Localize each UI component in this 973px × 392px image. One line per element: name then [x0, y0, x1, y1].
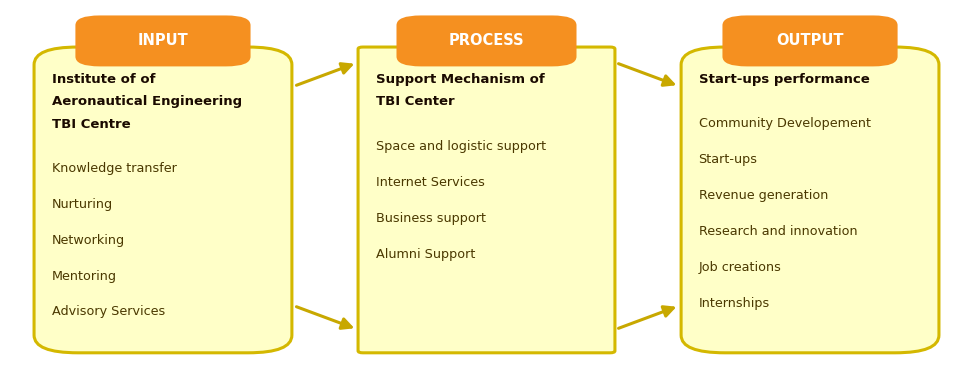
Text: Research and innovation: Research and innovation: [699, 225, 857, 238]
Text: Aeronautical Engineering: Aeronautical Engineering: [52, 95, 241, 108]
Text: TBI Centre: TBI Centre: [52, 118, 130, 131]
Text: Alumni Support: Alumni Support: [376, 248, 475, 261]
Text: OUTPUT: OUTPUT: [776, 33, 844, 49]
Text: Support Mechanism of: Support Mechanism of: [376, 73, 544, 85]
Text: INPUT: INPUT: [137, 33, 189, 49]
Text: Start-ups: Start-ups: [699, 153, 758, 166]
Text: Knowledge transfer: Knowledge transfer: [52, 162, 176, 175]
Text: Job creations: Job creations: [699, 261, 781, 274]
Text: Community Developement: Community Developement: [699, 117, 871, 130]
Text: Advisory Services: Advisory Services: [52, 305, 164, 318]
Text: Internships: Internships: [699, 297, 770, 310]
Text: TBI Center: TBI Center: [376, 95, 454, 108]
FancyBboxPatch shape: [76, 15, 251, 66]
Text: Institute of of: Institute of of: [52, 73, 155, 85]
Text: Nurturing: Nurturing: [52, 198, 113, 211]
FancyBboxPatch shape: [397, 15, 576, 66]
Text: Revenue generation: Revenue generation: [699, 189, 828, 202]
Text: Space and logistic support: Space and logistic support: [376, 140, 546, 152]
FancyBboxPatch shape: [723, 15, 898, 66]
Text: Networking: Networking: [52, 234, 125, 247]
Text: Business support: Business support: [376, 212, 486, 225]
FancyBboxPatch shape: [358, 47, 615, 353]
Text: Internet Services: Internet Services: [376, 176, 485, 189]
FancyBboxPatch shape: [681, 47, 939, 353]
Text: PROCESS: PROCESS: [449, 33, 524, 49]
Text: Mentoring: Mentoring: [52, 270, 117, 283]
Text: Start-ups performance: Start-ups performance: [699, 73, 869, 85]
FancyBboxPatch shape: [34, 47, 292, 353]
